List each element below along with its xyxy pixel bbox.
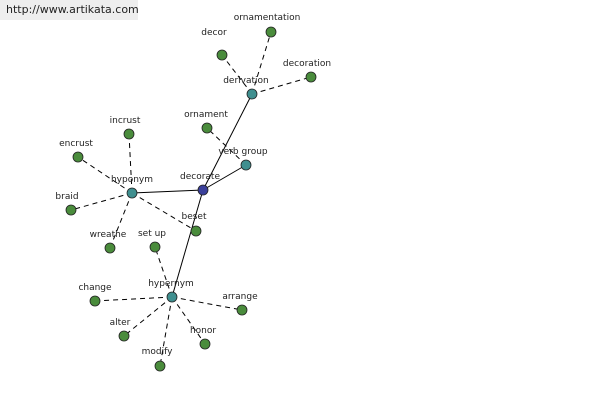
node-label: incrust [110,116,141,126]
node [89,295,101,307]
node-label: alter [110,318,131,328]
node-label: modify [142,347,173,357]
node-label: change [78,283,112,293]
edge [202,93,253,191]
node [265,26,277,38]
node-label: honor [190,326,216,336]
node-label: decoration [283,59,331,69]
dashed-edge [131,192,197,232]
dashed-edge [109,192,133,249]
node-label: braid [55,192,78,202]
dashed-edge [159,296,173,367]
node [65,204,77,216]
node-label: set up [138,229,166,239]
node [201,122,213,134]
dashed-edge [123,296,173,337]
node-label: ornamentation [234,13,301,23]
node-label: encrust [59,139,93,149]
node-label: decorate [180,172,220,182]
node-label: beset [181,212,206,222]
node [305,71,317,83]
site-url[interactable]: http://www.artikata.com [0,0,139,20]
node-label: ornament [184,110,228,120]
dashed-edge [154,246,173,298]
dashed-edge [94,296,173,302]
dashed-edge [251,76,312,95]
node [72,151,84,163]
node [236,304,248,316]
node-label: wreathe [90,230,127,240]
dashed-edge [70,192,133,211]
dashed-edge [77,156,133,194]
node [123,128,135,140]
node [149,241,161,253]
node [240,159,252,171]
dashed-edge [251,31,272,95]
node [166,291,178,303]
node-label: arrange [222,292,258,302]
node-label: verb group [218,147,268,157]
edge [202,164,247,191]
node [154,360,166,372]
node [199,338,211,350]
node [216,49,228,61]
dashed-edge [171,296,206,345]
node-label: hyponym [111,175,153,185]
node-label: decor [201,28,227,38]
node [190,225,202,237]
node [197,184,209,196]
dashed-edge [171,296,243,311]
edge [171,189,204,298]
dashed-edge [221,54,253,95]
node [104,242,116,254]
node [126,187,138,199]
node-label: derivation [223,76,269,86]
edge [131,189,204,194]
node [118,330,130,342]
dashed-edge [128,133,133,194]
node-label: hypernym [148,279,194,289]
node [246,88,258,100]
